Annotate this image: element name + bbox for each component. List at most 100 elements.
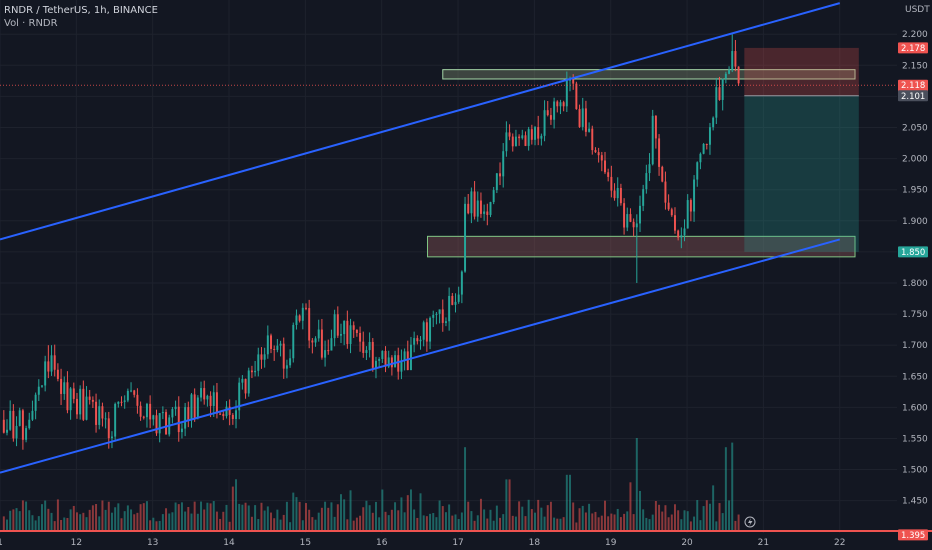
candle-body — [521, 135, 524, 139]
price-badge — [898, 246, 928, 258]
volume-bar — [53, 521, 56, 530]
volume-bar — [276, 509, 279, 530]
candle-body — [518, 136, 521, 139]
candle-body — [101, 406, 104, 419]
volume-bar — [451, 515, 454, 530]
y-tick-label: 1.700 — [902, 341, 928, 351]
volume-bar — [489, 509, 492, 530]
volume-bar — [670, 514, 673, 530]
candle-body — [530, 129, 533, 140]
volume-bar — [18, 511, 21, 530]
volume-bar — [107, 501, 110, 530]
candle-body — [731, 51, 734, 70]
candle-body — [212, 392, 215, 406]
y-tick-label: 2.000 — [902, 155, 928, 165]
volume-bar — [705, 500, 708, 530]
candle-body — [457, 294, 460, 302]
volume-bar — [390, 509, 393, 530]
candle-body — [511, 136, 514, 147]
volume-bar — [282, 514, 285, 530]
volume-bar — [524, 516, 527, 530]
volume-bar — [731, 442, 734, 530]
candle-body — [429, 317, 432, 342]
candle-body — [642, 189, 645, 206]
volume-bar — [301, 520, 304, 530]
candle-body — [142, 416, 145, 418]
candle-body — [549, 115, 552, 120]
long-short-position[interactable] — [744, 47, 859, 252]
candle-body — [330, 338, 333, 351]
volume-bar — [419, 493, 422, 530]
candle-body — [594, 150, 597, 153]
candle-body — [276, 345, 279, 350]
volume-bar — [441, 506, 444, 530]
volume-bar — [384, 511, 387, 530]
candle-body — [584, 108, 587, 132]
candle-body — [305, 307, 307, 309]
candle-body — [562, 102, 565, 107]
volume-bar — [444, 512, 447, 530]
candle-body — [209, 395, 212, 406]
stop-loss-zone — [744, 47, 859, 96]
channel-upper-line — [0, 2, 841, 241]
candle-body — [467, 203, 470, 214]
volume-bar — [699, 520, 702, 530]
candle-body — [578, 109, 581, 127]
volume-bar — [432, 513, 435, 530]
volume-bar — [597, 517, 600, 530]
volume-bar — [346, 519, 349, 530]
candle-body — [712, 117, 715, 128]
volume-bar — [429, 513, 432, 530]
volume-bar — [152, 517, 155, 530]
volume-bar — [336, 504, 339, 530]
candle-body — [546, 110, 549, 116]
candle-body — [664, 181, 667, 203]
volume-bar — [406, 495, 409, 530]
volume-bar — [635, 438, 638, 530]
symbol-title[interactable]: RNDR / TetherUS, 1h, BINANCE — [4, 5, 158, 16]
zones[interactable] — [427, 69, 856, 258]
x-tick-label: 21 — [758, 538, 769, 548]
volume-bar — [623, 513, 626, 530]
volume-bar — [518, 501, 521, 530]
volume-bar — [123, 511, 126, 530]
candle-body — [613, 190, 616, 199]
volume-bar — [565, 474, 568, 530]
trend-channel[interactable] — [0, 2, 841, 474]
x-tick-label: 16 — [376, 538, 388, 548]
volume-bar — [648, 519, 651, 530]
candle-body — [349, 325, 352, 345]
candle-body — [632, 221, 635, 228]
candle-body — [499, 173, 502, 177]
y-tick-label: 1.600 — [902, 403, 928, 413]
candle-body — [505, 132, 508, 152]
candle-body — [378, 358, 381, 361]
candle-body — [718, 87, 721, 100]
time-axis[interactable]: 1 12 13 14 15 16 17 18 19 20 21 22 — [0, 538, 845, 548]
volume-bar — [673, 504, 676, 530]
candle-body — [680, 235, 683, 238]
volume-bar — [114, 507, 117, 530]
volume-bar — [247, 505, 250, 530]
candle-body — [21, 410, 24, 440]
candle-body — [165, 412, 168, 435]
candle-body — [409, 344, 412, 371]
candle-body — [556, 101, 559, 107]
volume-bar — [79, 514, 82, 530]
candle-body — [200, 388, 203, 398]
candle-body — [451, 295, 454, 305]
volume-bar — [250, 516, 253, 530]
volume-bar — [680, 519, 683, 530]
candle-body — [104, 418, 107, 420]
volume-bar — [632, 514, 635, 530]
volume-legend[interactable]: Vol · RNDR — [4, 18, 58, 29]
price-badge-label: 1.850 — [901, 248, 925, 258]
volume-bar — [486, 518, 489, 530]
volume-bar — [158, 520, 161, 530]
price-axis[interactable]: USDT2.2002.1502.1002.0502.0001.9501.9001… — [902, 5, 930, 507]
candle-body — [206, 395, 209, 400]
candle-body — [495, 173, 498, 191]
volume-bar — [686, 511, 689, 530]
candle-body — [419, 339, 422, 342]
